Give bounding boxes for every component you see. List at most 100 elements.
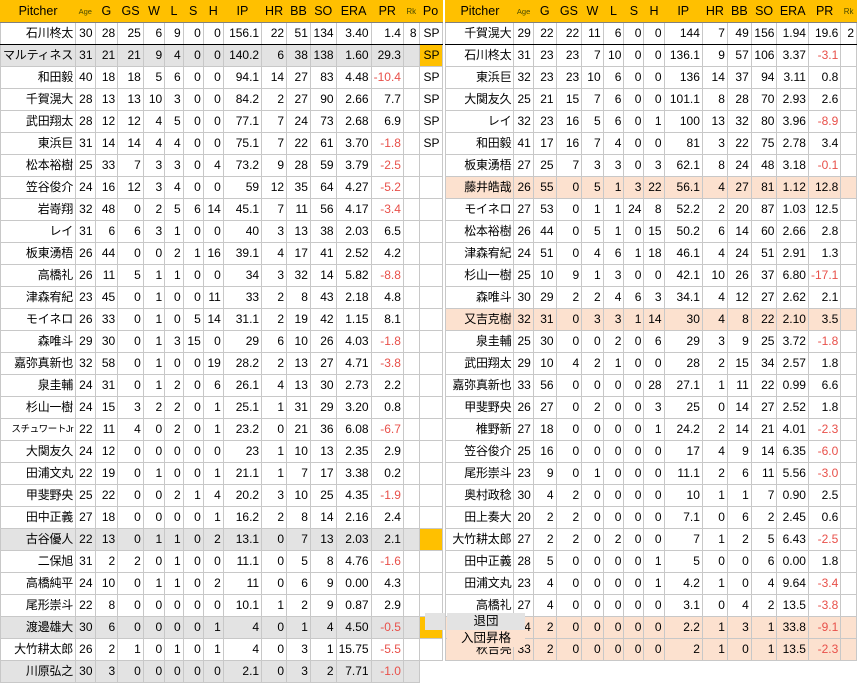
col-header-gs[interactable]: GS: [555, 0, 583, 23]
table-row[interactable]: 石川柊太 31 23 23 7 10 0 0 136.1 9 57 106 3.37 -3.1: [445, 44, 857, 67]
table-row[interactable]: 板東湧梧 26 44 0 0 2 1 16 39.1 4 17 41 2.52 4.2: [0, 242, 443, 265]
table-row[interactable]: 藤井皓哉 26 55 0 5 1 3 22 56.1 4 27 81 1.12 12.8: [445, 176, 857, 199]
col-header-po[interactable]: Po: [418, 0, 443, 23]
col-header-ip[interactable]: IP: [663, 0, 703, 23]
table-row[interactable]: スチュワートJr 22 11 4 0 2 0 1 23.2 0 21 36 6.08 -6.7: [0, 418, 443, 441]
losses-cell: 1: [164, 528, 184, 551]
col-header-s[interactable]: S: [623, 0, 645, 23]
table-row[interactable]: 杉山一樹 25 10 9 1 3 0 0 42.1 10 26 37 6.80 -17.1: [445, 264, 857, 287]
col-header-h[interactable]: H: [202, 0, 224, 23]
games-cell: 45: [94, 286, 119, 309]
age-cell: 40: [75, 66, 96, 89]
table-row[interactable]: 田中正義 27 18 0 0 0 0 1 16.2 2 8 14 2.16 2.4: [0, 506, 443, 529]
table-row[interactable]: 武田翔太 28 12 12 4 5 0 0 77.1 7 24 73 2.68 6.9 SP: [0, 110, 443, 133]
table-row[interactable]: 田上奏大 20 2 2 0 0 0 0 7.1 0 6 2 2.45 0.6: [445, 506, 857, 529]
table-row[interactable]: 尾形崇斗 23 9 0 1 0 0 0 11.1 2 6 11 5.56 -3.0: [445, 462, 857, 485]
table-row[interactable]: 松本裕樹 25 33 7 3 3 0 4 73.2 9 28 59 3.79 -2.5: [0, 154, 443, 177]
table-row[interactable]: 高橋礼 26 11 5 1 1 0 0 34 3 32 14 5.82 -8.8: [0, 264, 443, 287]
player-name-cell: 石川柊太: [445, 44, 515, 67]
table-row[interactable]: モイネロ 27 53 0 1 1 24 8 52.2 2 20 87 1.03 12.5: [445, 198, 857, 221]
table-row[interactable]: 田浦文丸 22 19 0 1 0 0 1 21.1 1 7 17 3.38 0.2: [0, 462, 443, 485]
innings-pitched-cell: 31.1: [222, 308, 263, 331]
table-row[interactable]: 東浜巨 31 14 14 4 4 0 0 75.1 7 22 61 3.70 -1.8 SP: [0, 132, 443, 155]
col-header-age[interactable]: Age: [513, 0, 534, 23]
table-row[interactable]: 森唯斗 29 30 0 1 3 15 0 29 6 10 26 4.03 -1.8: [0, 330, 443, 353]
col-header-bb[interactable]: BB: [286, 0, 311, 23]
table-row[interactable]: 田中正義 28 5 0 0 0 0 1 5 0 0 6 0.00 1.8: [445, 550, 857, 573]
table-row[interactable]: 田浦文丸 23 4 0 0 0 0 1 4.2 1 0 4 9.64 -3.4: [445, 572, 857, 595]
table-row[interactable]: 泉圭輔 25 30 0 0 2 0 6 29 3 9 25 3.72 -1.8: [445, 330, 857, 353]
col-header-pr[interactable]: PR: [370, 0, 404, 23]
table-row[interactable]: 笠谷俊介 25 16 0 0 0 0 0 17 4 9 14 6.35 -6.0: [445, 440, 857, 463]
table-row[interactable]: 千賀滉大 29 22 22 11 6 0 0 144 7 49 156 1.94 19.6 2: [445, 22, 857, 45]
table-row[interactable]: 古谷優人 22 13 0 1 1 0 2 13.1 0 7 13 2.03 2.1: [0, 528, 443, 551]
table-row[interactable]: 尾形崇斗 22 8 0 0 0 0 0 10.1 1 2 9 0.87 2.9: [0, 594, 443, 617]
table-row[interactable]: 二保旭 31 2 2 0 1 0 0 11.1 0 5 8 4.76 -1.6: [0, 550, 443, 573]
table-row[interactable]: レイ 31 6 6 3 1 0 0 40 3 13 38 2.03 6.5: [0, 220, 443, 243]
col-header-gs[interactable]: GS: [117, 0, 144, 23]
table-row[interactable]: 岩嵜翔 32 48 0 2 5 6 14 45.1 7 11 56 4.17 -3.4: [0, 198, 443, 221]
col-header-age[interactable]: Age: [75, 0, 96, 23]
col-header-rk[interactable]: Rk: [402, 0, 420, 23]
table-row[interactable]: 杉山一樹 24 15 3 2 2 0 1 25.1 1 31 29 3.20 0.8: [0, 396, 443, 419]
col-header-l[interactable]: L: [164, 0, 184, 23]
col-header-so[interactable]: SO: [750, 0, 778, 23]
table-row[interactable]: 奥村政稔 30 4 2 0 0 0 0 10 1 1 7 0.90 2.5: [445, 484, 857, 507]
table-row[interactable]: 渡邊雄大 30 6 0 0 0 0 1 4 0 1 4 4.50 -0.5: [0, 616, 443, 639]
games-started-cell: 0: [117, 374, 144, 397]
col-header-g[interactable]: G: [94, 0, 119, 23]
table-row[interactable]: 笠谷俊介 24 16 12 3 4 0 0 59 12 35 64 4.27 -5.2: [0, 176, 443, 199]
col-header-era[interactable]: ERA: [335, 0, 372, 23]
table-row[interactable]: 和田毅 41 17 16 7 4 0 0 81 3 22 75 2.78 3.4: [445, 132, 857, 155]
table-row[interactable]: 泉圭輔 24 31 0 1 2 0 6 26.1 4 13 30 2.73 2.2: [0, 374, 443, 397]
col-header-l[interactable]: L: [602, 0, 625, 23]
col-header-w[interactable]: W: [581, 0, 604, 23]
table-row[interactable]: 高橋純平 24 10 0 1 1 0 2 11 0 6 9 0.00 4.3: [0, 572, 443, 595]
table-row[interactable]: 石川柊太 30 28 25 6 9 0 0 156.1 22 51 134 3.40 1.4 8 SP: [0, 22, 443, 45]
col-header-bb[interactable]: BB: [726, 0, 752, 23]
table-row[interactable]: 大関友久 24 12 0 0 0 0 0 23 1 10 13 2.35 2.9: [0, 440, 443, 463]
losses-cell: 0: [602, 506, 625, 529]
col-header-so[interactable]: SO: [309, 0, 337, 23]
table-row[interactable]: 東浜巨 32 23 23 10 6 0 0 136 14 37 94 3.11 0.8: [445, 66, 857, 89]
col-header-g[interactable]: G: [532, 0, 557, 23]
table-row[interactable]: 又吉克樹 32 31 0 3 3 1 14 30 4 8 22 2.10 3.5: [445, 308, 857, 331]
col-header-pitcher[interactable]: Pitcher: [445, 0, 515, 23]
col-header-pr[interactable]: PR: [807, 0, 842, 23]
table-row[interactable]: モイネロ 26 33 0 1 0 5 14 31.1 2 19 42 1.15 8.1: [0, 308, 443, 331]
col-header-s[interactable]: S: [182, 0, 204, 23]
col-header-w[interactable]: W: [142, 0, 166, 23]
table-row[interactable]: 川原弘之 30 3 0 0 0 0 0 2.1 0 3 2 7.71 -1.0: [0, 660, 443, 683]
col-header-ip[interactable]: IP: [222, 0, 263, 23]
col-header-pitcher[interactable]: Pitcher: [0, 0, 77, 23]
innings-pitched-cell: 62.1: [663, 154, 703, 177]
col-header-hr[interactable]: HR: [261, 0, 288, 23]
table-row[interactable]: 大竹耕太郎 26 2 1 0 1 0 1 4 0 3 1 15.75 -5.5: [0, 638, 443, 661]
strikeouts-cell: 90: [309, 88, 337, 111]
col-header-hr[interactable]: HR: [701, 0, 728, 23]
table-row[interactable]: 甲斐野央 25 22 0 0 2 1 4 20.2 3 10 25 4.35 -1.9: [0, 484, 443, 507]
table-row[interactable]: 嘉弥真新也 32 58 0 1 0 0 19 28.2 2 13 27 4.71 -3.8: [0, 352, 443, 375]
table-row[interactable]: 森唯斗 30 29 2 2 4 6 3 34.1 4 12 27 2.62 2.1: [445, 286, 857, 309]
table-row[interactable]: マルティネス 31 21 21 9 4 0 0 140.2 6 38 138 1.60 29.3 SP: [0, 44, 443, 67]
table-row[interactable]: 津森宥紀 23 45 0 1 0 0 11 33 2 8 43 2.18 4.8: [0, 286, 443, 309]
table-row[interactable]: 甲斐野央 26 27 0 2 0 0 3 25 0 14 27 2.52 1.8: [445, 396, 857, 419]
table-row[interactable]: 松本裕樹 26 44 0 5 1 0 15 50.2 6 14 60 2.66 2.8: [445, 220, 857, 243]
table-row[interactable]: 千賀滉大 28 13 13 10 3 0 0 84.2 2 27 90 2.66 7.7 SP: [0, 88, 443, 111]
table-row[interactable]: 津森宥紀 24 51 0 4 6 1 18 46.1 4 24 51 2.91 1.3: [445, 242, 857, 265]
table-row[interactable]: 板東湧梧 27 25 7 3 3 0 3 62.1 8 24 48 3.18 -0.1: [445, 154, 857, 177]
table-row[interactable]: 大竹耕太郎 27 2 2 0 2 0 0 7 1 2 5 6.43 -2.5: [445, 528, 857, 551]
table-row[interactable]: 和田毅 40 18 18 5 6 0 0 94.1 14 27 83 4.48 -10.4 SP: [0, 66, 443, 89]
home-runs-cell: 0: [261, 572, 288, 595]
col-header-h[interactable]: H: [643, 0, 665, 23]
table-row[interactable]: 嘉弥真新也 33 56 0 0 0 0 28 27.1 1 11 22 0.99 6.6: [445, 374, 857, 397]
col-header-rk[interactable]: Rk: [840, 0, 857, 23]
table-row[interactable]: 椎野新 27 18 0 0 0 0 1 24.2 2 14 21 4.01 -2.3: [445, 418, 857, 441]
table-row[interactable]: レイ 32 23 16 5 6 0 1 100 13 32 80 3.96 -8.9: [445, 110, 857, 133]
table-row[interactable]: 武田翔太 29 10 4 2 1 0 0 28 2 15 34 2.57 1.8: [445, 352, 857, 375]
col-header-era[interactable]: ERA: [776, 0, 809, 23]
games-started-cell: 4: [117, 418, 144, 441]
table-row[interactable]: 大関友久 25 21 15 7 6 0 0 101.1 8 28 70 2.93 2.6: [445, 88, 857, 111]
age-cell: 30: [513, 286, 534, 309]
